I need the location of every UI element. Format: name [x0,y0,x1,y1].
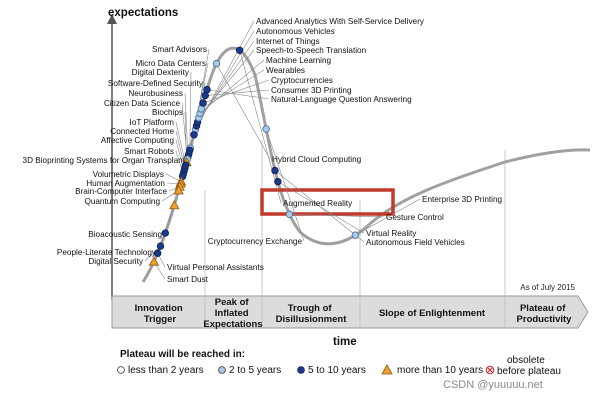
label-neurobusiness: Neurobusiness [128,89,183,98]
phase-label-slope: Slope of Enlightenment [379,308,486,319]
phase-separators [204,140,506,328]
marker-gesture-control [285,210,294,218]
leader-line-gesture-control [289,213,385,218]
label-cryptocurrency-exchange: Cryptocurrency Exchange [208,237,303,246]
label-virtual-reality: Virtual Reality [366,229,417,238]
leader-line-augmented-reality [239,50,282,204]
marker-smart-dust [148,256,160,266]
leader-line-digital-dexterity [189,71,192,151]
leader-line-volumetric-displays [165,173,182,182]
legend-label-2to5: 2 to 5 years [229,365,281,376]
label-internet-of-things: Internet of Things [256,37,320,46]
leader-line-internet-of-things [197,40,255,123]
highlight-box [260,188,395,216]
marker-virtual-personal-assistants [153,249,162,257]
label-quantum-computing: Quantum Computing [84,197,160,206]
label-autonomous-vehicles: Autonomous Vehicles [256,27,335,36]
legend: Plateau will be reached in: less than 2 … [117,349,561,377]
label-wearables: Wearables [266,66,305,75]
label-machine-learning: Machine Learning [266,56,332,65]
label-smart-dust: Smart Dust [167,275,209,284]
label-iot-platform: IoT Platform [130,118,175,127]
label-smart-robots: Smart Robots [124,147,174,156]
legend-label-gt10: more than 10 years [397,365,483,376]
label-advanced-analytics-with-self-service-delivery: Advanced Analytics With Self-Service Del… [256,17,425,26]
legend-label-lt2: less than 2 years [128,365,204,376]
marker-quantum-computing [173,185,184,195]
phase-labels: Innovation Trigger Peak of Inflated Expe… [135,297,572,330]
label-bioacoustic-sensing: Bioacoustic Sensing [88,230,162,239]
marker-autonomous-field-vehicles [271,166,279,175]
legend-label-obsolete: obsolete before plateau [497,355,561,377]
legend-marker-2to5 [218,366,226,374]
legend-marker-lt2 [117,366,125,374]
label-connected-home: Connected Home [110,127,174,136]
label-3d-bioprinting-systems-for-organ-transplant: 3D Bioprinting Systems for Organ Transpl… [23,156,186,165]
watermark: CSDN @yuuuuu.net [443,379,543,391]
leader-line-cryptocurrency-exchange [265,128,305,242]
marker-digital-security [156,242,165,250]
technology-markers [148,46,360,266]
marker-hybrid-cloud-computing [212,59,221,68]
leader-line-autonomous-field-vehicles [274,170,365,243]
label-citizen-data-science: Citizen Data Science [104,99,180,108]
label-micro-data-centers: Micro Data Centers [135,59,206,68]
phase-label-trough: Trough of Disillusionment [276,303,348,325]
leader-line-connected-home [175,130,186,169]
label-biochips: Biochips [152,108,183,117]
label-digital-security: Digital Security [88,257,144,266]
label-natural-language-question-answering: Natural-Language Question Answering [271,95,412,104]
legend-title: Plateau will be reached in: [120,349,245,360]
technology-labels: Advanced Analytics With Self-Service Del… [23,17,503,284]
legend-marker-5to10 [297,366,305,374]
label-affective-computing: Affective Computing [101,136,175,145]
leader-line-wearables [201,69,265,110]
leader-line-enterprise-3d-printing [355,198,421,236]
label-enterprise-3d-printing: Enterprise 3D Printing [422,195,503,204]
phase-label-innovation-trigger: Innovation Trigger [135,303,186,325]
marker-people-literate-technology [161,229,170,237]
label-cryptocurrencies: Cryptocurrencies [271,76,333,85]
label-human-augmentation: Human Augmentation [86,179,165,188]
leader-line-cryptocurrencies [202,79,270,104]
label-digital-dexterity: Digital Dexterity [132,68,190,77]
phase-label-peak: Peak of Inflated Expectations [203,297,262,330]
marker-smart-advisors [190,131,198,139]
y-axis-title: expectations [108,7,178,19]
label-software-defined-security: Software-Defined Security [108,79,204,88]
marker-cryptocurrency-exchange [262,125,270,133]
leader-line-bioacoustic-sensing [163,205,175,235]
marker-cryptocurrencies [199,99,207,107]
leader-line-natural-language-question-answering [206,89,270,100]
axes [107,14,589,329]
label-gesture-control: Gesture Control [386,213,444,222]
label-volumetric-displays: Volumetric Displays [93,170,164,179]
label-consumer-3d-printing: Consumer 3D Printing [271,86,352,95]
legend-marker-obsolete [485,365,495,375]
phase-label-plateau: Plateau of Productivity [517,303,573,325]
label-hybrid-cloud-computing: Hybrid Cloud Computing [272,155,362,164]
marker-virtual-reality [274,177,282,186]
marker-augmented-reality [235,46,244,54]
label-virtual-personal-assistants: Virtual Personal Assistants [167,263,264,272]
as-of-date: As of July 2015 [520,283,575,292]
y-axis-arrow [107,14,117,24]
leader-line-machine-learning [199,59,265,114]
x-axis-band [111,295,589,329]
x-axis-title: time [333,336,357,348]
leader-line-hybrid-cloud-computing [216,63,271,160]
label-augmented-reality: Augmented Reality [283,199,353,208]
marker-enterprise-3d-printing [351,231,360,239]
marker-natural-language-question-answering [203,85,211,94]
label-people-literate-technology: People-Literate Technology [57,248,157,257]
label-autonomous-field-vehicles: Autonomous Field Vehicles [366,238,465,247]
legend-marker-gt10 [381,364,393,375]
label-brain-computer-interface: Brain-Computer Interface [75,187,167,196]
leader-line-consumer-3d-printing [205,89,270,96]
label-speech-to-speech-translation: Speech-to-Speech Translation [256,46,367,55]
marker-bioacoustic-sensing [169,199,180,210]
label-smart-advisors: Smart Advisors [152,45,207,54]
legend-label-5to10: 5 to 10 years [308,365,366,376]
